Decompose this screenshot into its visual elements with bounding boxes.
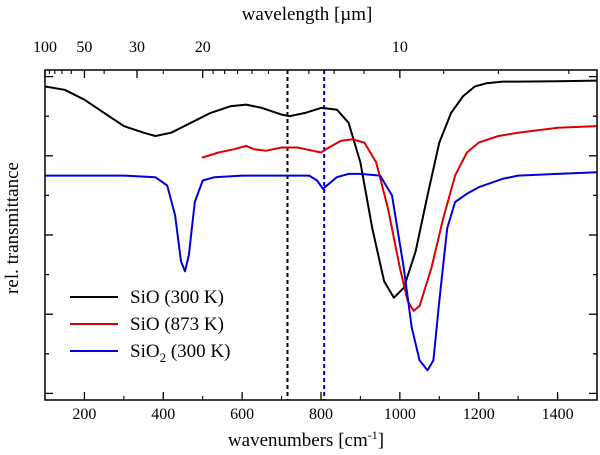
plot-frame <box>44 69 598 401</box>
data-layer <box>45 70 597 400</box>
legend-label-3: SiO2 (300 K) <box>130 341 230 365</box>
top-tick-label-20: 20 <box>195 39 211 56</box>
top-tick-label-10: 10 <box>392 39 408 56</box>
x-tick-label-1200: 1200 <box>463 406 495 423</box>
top-axis-label: wavelength [µm] <box>242 4 373 25</box>
series-line-3 <box>45 171 597 372</box>
y-axis-label: rel. transmittance <box>2 162 23 294</box>
top-tick-label-50: 50 <box>76 39 92 56</box>
x-tick-label-600: 600 <box>230 406 254 423</box>
top-tick-label-100: 100 <box>33 39 57 56</box>
series-line-1 <box>45 79 597 299</box>
legend-label-2: SiO (873 K) <box>130 314 224 335</box>
plot-area <box>45 70 597 400</box>
axes: 200 400 600 800 1000 1200 1400 100 50 30 20 10 <box>33 39 598 423</box>
x-tick-label-1400: 1400 <box>542 406 574 423</box>
x-tick-label-800: 800 <box>309 406 333 423</box>
x-tick-label-400: 400 <box>151 406 175 423</box>
x-tick-label-1000: 1000 <box>384 406 416 423</box>
x-tick-label-200: 200 <box>72 406 96 423</box>
legend-label-1: SiO (300 K) <box>130 287 224 308</box>
x-axis-label: wavenumbers [cm-1] <box>228 428 384 451</box>
legend: SiO (300 K) SiO (873 K) SiO2 (300 K) <box>70 287 230 365</box>
series-line-2 <box>201 125 597 312</box>
top-tick-label-30: 30 <box>129 39 145 56</box>
